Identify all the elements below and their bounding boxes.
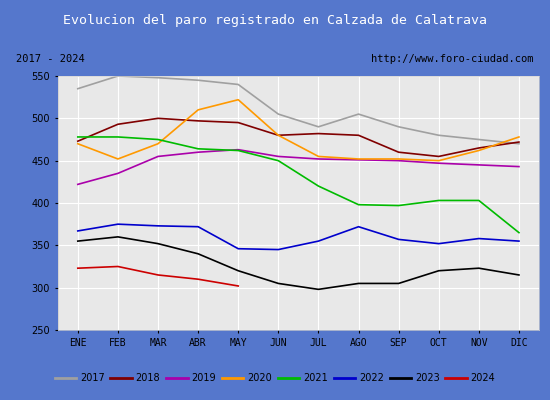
Text: Evolucion del paro registrado en Calzada de Calatrava: Evolucion del paro registrado en Calzada… <box>63 14 487 27</box>
Legend: 2017, 2018, 2019, 2020, 2021, 2022, 2023, 2024: 2017, 2018, 2019, 2020, 2021, 2022, 2023… <box>54 373 496 383</box>
Text: http://www.foro-ciudad.com: http://www.foro-ciudad.com <box>371 54 534 64</box>
Text: 2017 - 2024: 2017 - 2024 <box>16 54 85 64</box>
